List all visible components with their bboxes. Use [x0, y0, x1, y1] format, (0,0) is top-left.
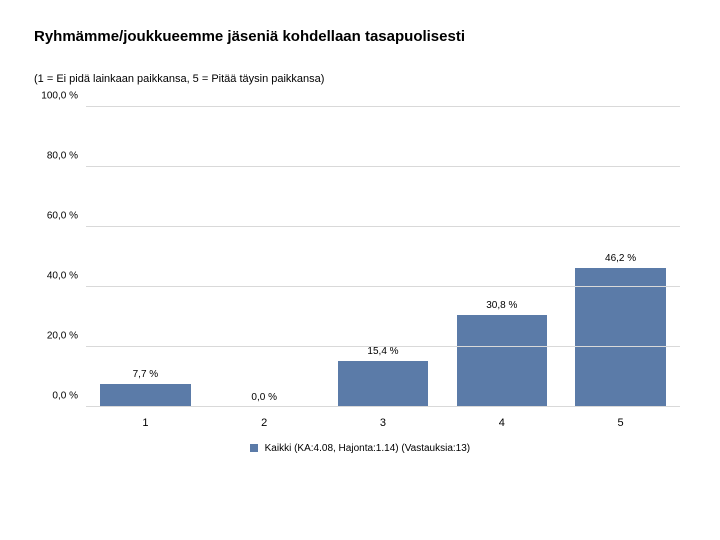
bar-slot: 15,4 % [324, 107, 443, 407]
gridline [86, 106, 680, 107]
gridline [86, 406, 680, 407]
gridline [86, 346, 680, 347]
bar-chart: 7,7 % 0,0 % 15,4 % 30,8 % 46,2 % 0,0 % 20,0 %… [34, 107, 686, 437]
y-tick-label: 0,0 % [52, 391, 78, 402]
x-tick-label: 3 [324, 417, 443, 429]
y-tick-label: 100,0 % [41, 91, 78, 102]
chart-subtitle: (1 = Ei pidä lainkaan paikkansa, 5 = Pit… [34, 73, 686, 85]
y-tick-label: 60,0 % [47, 211, 78, 222]
bar-value-label: 30,8 % [486, 300, 517, 311]
legend: Kaikki (KA:4.08, Hajonta:1.14) (Vastauks… [34, 443, 686, 454]
gridline [86, 166, 680, 167]
bar-slot: 46,2 % [561, 107, 680, 407]
legend-text: Kaikki (KA:4.08, Hajonta:1.14) (Vastauks… [265, 443, 470, 454]
gridline [86, 226, 680, 227]
x-tick-label: 2 [205, 417, 324, 429]
bar-slot: 7,7 % [86, 107, 205, 407]
gridline [86, 286, 680, 287]
bar-group: 7,7 % 0,0 % 15,4 % 30,8 % 46,2 % [86, 107, 680, 407]
bar-value-label: 0,0 % [251, 392, 277, 403]
bar: 46,2 % [575, 268, 665, 407]
x-tick-label: 5 [561, 417, 680, 429]
legend-swatch [250, 444, 258, 452]
chart-title: Ryhmämme/joukkueemme jäseniä kohdellaan … [34, 28, 686, 45]
bar-value-label: 46,2 % [605, 253, 636, 264]
y-tick-label: 80,0 % [47, 151, 78, 162]
bar-slot: 0,0 % [205, 107, 324, 407]
x-tick-label: 1 [86, 417, 205, 429]
bar: 30,8 % [457, 315, 547, 407]
y-tick-label: 20,0 % [47, 331, 78, 342]
bar-slot: 30,8 % [442, 107, 561, 407]
y-tick-label: 40,0 % [47, 271, 78, 282]
x-axis-labels: 12345 [86, 417, 680, 429]
bar-value-label: 7,7 % [133, 369, 159, 380]
bar: 15,4 % [338, 361, 428, 407]
plot-area: 7,7 %0,0 %15,4 %30,8 %46,2 % 0,0 %20,0 %… [86, 107, 680, 407]
bar: 7,7 % [100, 384, 190, 407]
x-tick-label: 4 [442, 417, 561, 429]
bar-value-label: 15,4 % [367, 346, 398, 357]
report-page: Ryhmämme/joukkueemme jäseniä kohdellaan … [0, 0, 720, 540]
